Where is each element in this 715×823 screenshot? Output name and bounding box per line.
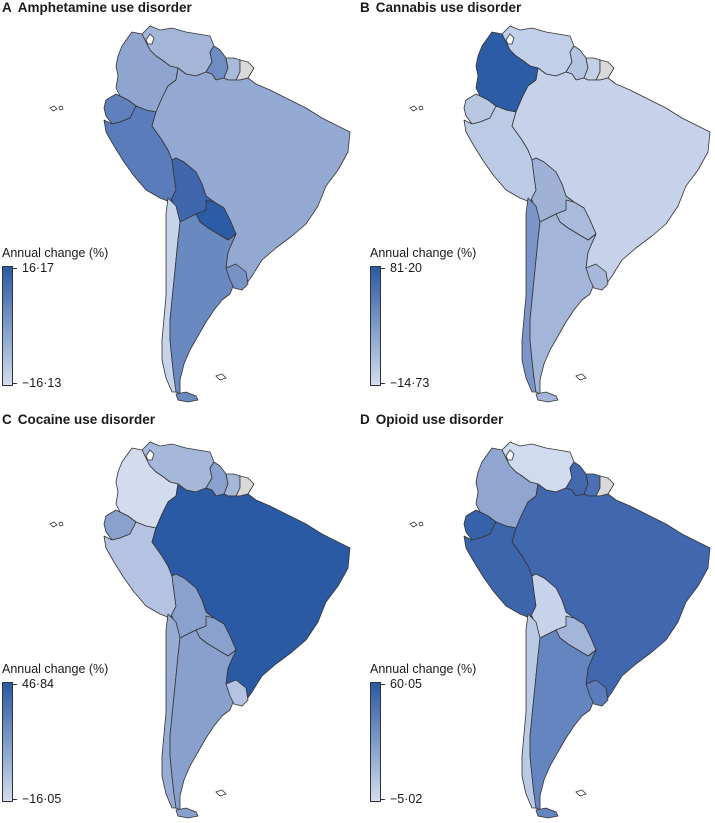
island-caribbean bbox=[505, 33, 515, 45]
country-uruguay bbox=[225, 679, 249, 707]
legend-title: Annual change (%) bbox=[2, 662, 109, 676]
panel-name: Amphetamine use disorder bbox=[17, 0, 192, 15]
island-caribbean bbox=[145, 449, 155, 461]
panel-title: C Cocaine use disorder bbox=[2, 412, 155, 427]
legend-tick-min bbox=[12, 799, 17, 800]
panel-title: B Cannabis use disorder bbox=[360, 0, 521, 15]
island-falklands bbox=[575, 789, 587, 797]
island-falklands bbox=[575, 373, 587, 381]
legend-max-value: 46·84 bbox=[22, 677, 54, 691]
south-america-map bbox=[49, 441, 351, 819]
panel-cocaine: C Cocaine use disorder Annual change (%) … bbox=[0, 412, 357, 823]
map-countries bbox=[409, 25, 711, 403]
legend-min-value: −5·02 bbox=[390, 792, 423, 806]
panel-opioid: D Opioid use disorder Annual change (%) 6… bbox=[358, 412, 715, 823]
country-uruguay bbox=[585, 263, 609, 291]
panel-letter: A bbox=[2, 0, 12, 15]
map-countries bbox=[49, 441, 351, 819]
legend-tick-min bbox=[380, 799, 385, 800]
legend-min-value: −16·05 bbox=[22, 792, 62, 806]
country-uruguay bbox=[585, 679, 609, 707]
island-galapagos bbox=[49, 105, 64, 112]
panel-letter: D bbox=[360, 412, 370, 427]
island-caribbean bbox=[145, 33, 155, 45]
country-uruguay bbox=[225, 263, 249, 291]
legend-title: Annual change (%) bbox=[370, 662, 477, 676]
legend-color-bar bbox=[2, 682, 13, 802]
legend-color-bar bbox=[370, 682, 381, 802]
legend-title: Annual change (%) bbox=[370, 246, 477, 260]
legend-max-value: 16·17 bbox=[22, 261, 54, 275]
south-america-map bbox=[409, 25, 711, 403]
panel-title: A Amphetamine use disorder bbox=[2, 0, 192, 15]
legend-tick-min bbox=[12, 383, 17, 384]
panel-letter: B bbox=[360, 0, 370, 15]
map-countries bbox=[409, 441, 711, 819]
panel-title: D Opioid use disorder bbox=[360, 412, 503, 427]
panel-cannabis: B Cannabis use disorder Annual change (%)… bbox=[358, 0, 715, 411]
legend-tick-max bbox=[12, 684, 17, 685]
legend-tick-min bbox=[380, 383, 385, 384]
island-tierra-del-fuego bbox=[535, 807, 559, 819]
island-tierra-del-fuego bbox=[535, 391, 559, 403]
country-argentina bbox=[169, 629, 237, 811]
legend-min-value: −16·13 bbox=[22, 376, 62, 390]
island-galapagos bbox=[49, 521, 64, 528]
legend-tick-max bbox=[380, 268, 385, 269]
island-caribbean bbox=[505, 449, 515, 461]
south-america-map bbox=[49, 25, 351, 403]
legend-title: Annual change (%) bbox=[2, 246, 109, 260]
island-tierra-del-fuego bbox=[175, 391, 199, 403]
island-tierra-del-fuego bbox=[175, 807, 199, 819]
legend-color-bar bbox=[2, 266, 13, 386]
legend-min-value: −14·73 bbox=[390, 376, 430, 390]
island-galapagos bbox=[409, 105, 424, 112]
legend-max-value: 81·20 bbox=[390, 261, 422, 275]
south-america-map bbox=[409, 441, 711, 819]
country-argentina bbox=[529, 629, 597, 811]
map-countries bbox=[49, 25, 351, 403]
legend-tick-max bbox=[380, 684, 385, 685]
legend-max-value: 60·05 bbox=[390, 677, 422, 691]
island-falklands bbox=[215, 373, 227, 381]
country-argentina bbox=[169, 213, 237, 395]
panel-amphetamine: A Amphetamine use disorder Annual change … bbox=[0, 0, 357, 411]
island-galapagos bbox=[409, 521, 424, 528]
island-falklands bbox=[215, 789, 227, 797]
panel-name: Cocaine use disorder bbox=[17, 412, 156, 427]
panel-name: Cannabis use disorder bbox=[375, 0, 522, 15]
legend-tick-max bbox=[12, 268, 17, 269]
legend-color-bar bbox=[370, 266, 381, 386]
panel-letter: C bbox=[2, 412, 12, 427]
panel-name: Opioid use disorder bbox=[375, 412, 504, 427]
country-argentina bbox=[529, 213, 597, 395]
